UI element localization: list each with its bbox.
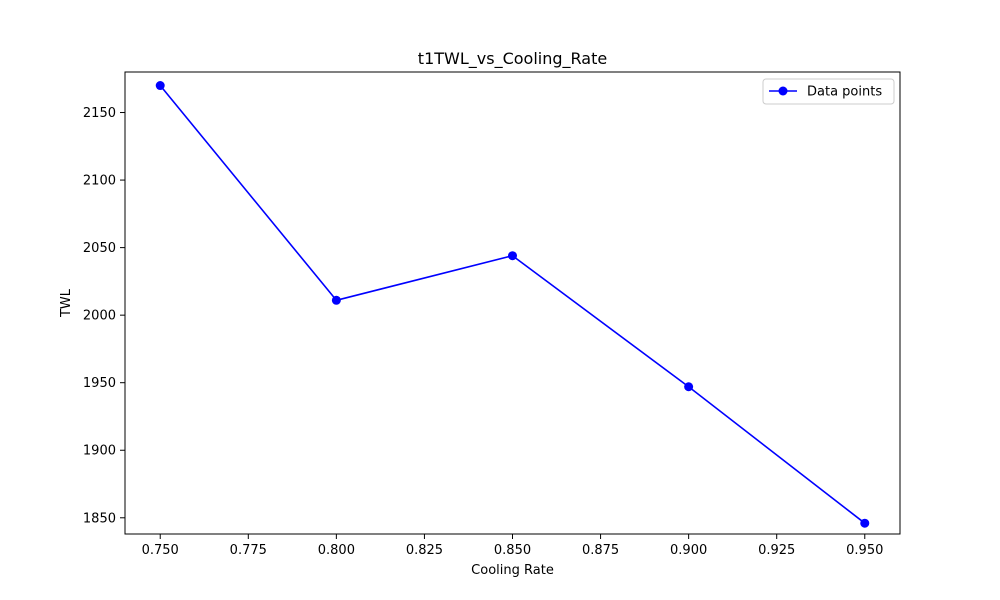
data-point — [155, 81, 165, 91]
y-tick-label: 2100 — [83, 174, 116, 189]
x-tick-label: 0.850 — [494, 543, 531, 558]
x-axis-title: Cooling Rate — [471, 563, 554, 578]
y-tick-label: 1850 — [83, 511, 116, 526]
y-tick-label: 1900 — [83, 444, 116, 459]
series-layer — [155, 81, 870, 528]
x-tick-label: 0.875 — [582, 543, 619, 558]
y-tick-label: 2050 — [83, 241, 116, 256]
data-point — [684, 382, 694, 392]
x-tick-label: 0.900 — [670, 543, 707, 558]
x-tick-label: 0.750 — [142, 543, 179, 558]
data-point — [860, 518, 870, 528]
legend-label: Data points — [807, 85, 882, 100]
x-tick-label: 0.925 — [758, 543, 795, 558]
x-tick-label: 0.825 — [406, 543, 443, 558]
x-axis-ticks: 0.750 0.775 0.800 0.825 0.850 0.875 0.900 0.925… — [142, 534, 883, 558]
legend: Data points — [762, 78, 895, 105]
legend-marker-swatch — [778, 86, 788, 96]
x-tick-label: 0.775 — [230, 543, 267, 558]
y-axis-ticks: 1850 1900 1950 2000 2050 2100 2150 — [83, 106, 125, 526]
y-axis-title: TWL — [59, 288, 74, 318]
plot-frame — [124, 71, 901, 535]
data-point — [508, 251, 517, 261]
y-tick-label: 2150 — [83, 106, 116, 121]
x-tick-label: 0.800 — [318, 543, 355, 558]
plot-area — [125, 72, 900, 534]
chart-title: t1TWL_vs_Cooling_Rate — [418, 49, 607, 69]
x-tick-label: 0.950 — [846, 543, 883, 558]
data-point — [331, 295, 341, 305]
legend-box — [762, 78, 895, 105]
y-tick-label: 1950 — [83, 376, 116, 391]
y-tick-label: 2000 — [83, 309, 116, 324]
